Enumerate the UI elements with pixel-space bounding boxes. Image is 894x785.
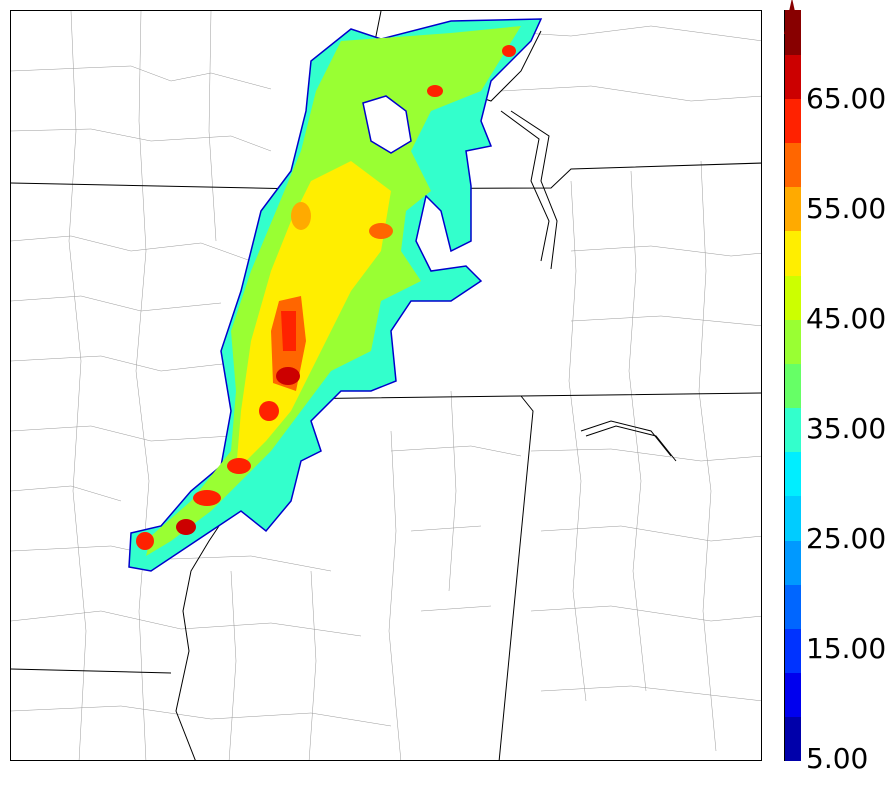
colorbar-segment — [785, 628, 801, 674]
colorbar-segment — [785, 54, 801, 99]
colorbar-segment — [785, 407, 801, 453]
colorbar-label-25: 25.00 — [806, 522, 887, 555]
field-core-cell-6 — [136, 532, 154, 550]
colorbar-segment — [785, 584, 801, 629]
colorbar-segment — [785, 98, 801, 144]
map-panel — [10, 10, 762, 761]
field-gap-1 — [362, 95, 412, 154]
field-core-cell-8 — [502, 45, 516, 57]
map-canvas — [11, 11, 761, 760]
field-high-cell-9 — [369, 223, 393, 239]
reflectivity-field — [128, 18, 543, 572]
field-core-cell-4 — [193, 490, 221, 506]
colorbar-segment — [785, 451, 801, 497]
field-peak-cell-2 — [281, 311, 296, 351]
colorbar-segment — [785, 230, 801, 276]
colorbar-segment — [785, 275, 801, 320]
field-high-cell-10 — [291, 202, 311, 230]
county-lines — [11, 11, 761, 760]
colorbar-segment — [785, 363, 801, 409]
colorbar-segment — [785, 672, 801, 718]
colorbar-label-45: 45.00 — [806, 302, 887, 335]
colorbar-label-55: 55.00 — [806, 192, 887, 225]
field-core-cell-1 — [276, 367, 300, 385]
colorbar — [784, 10, 801, 762]
colorbar-segment — [785, 186, 801, 232]
colorbar-extend-arrow — [784, 0, 800, 34]
colorbar-label-15: 15.00 — [806, 632, 887, 665]
colorbar-label-35: 35.00 — [806, 412, 887, 445]
field-core-cell-5 — [176, 519, 196, 535]
colorbar-segment — [785, 142, 801, 188]
colorbar-segment — [785, 716, 801, 762]
field-core-cell-7 — [427, 85, 443, 97]
field-core-cell-2 — [259, 401, 279, 421]
colorbar-label-65: 65.00 — [806, 82, 887, 115]
field-high-region — [236, 161, 391, 471]
colorbar-label-5: 5.00 — [806, 742, 869, 775]
field-core-cell-3 — [227, 458, 251, 474]
colorbar-segment — [785, 495, 801, 541]
colorbar-segment — [785, 319, 801, 364]
colorbar-segment — [785, 540, 801, 585]
